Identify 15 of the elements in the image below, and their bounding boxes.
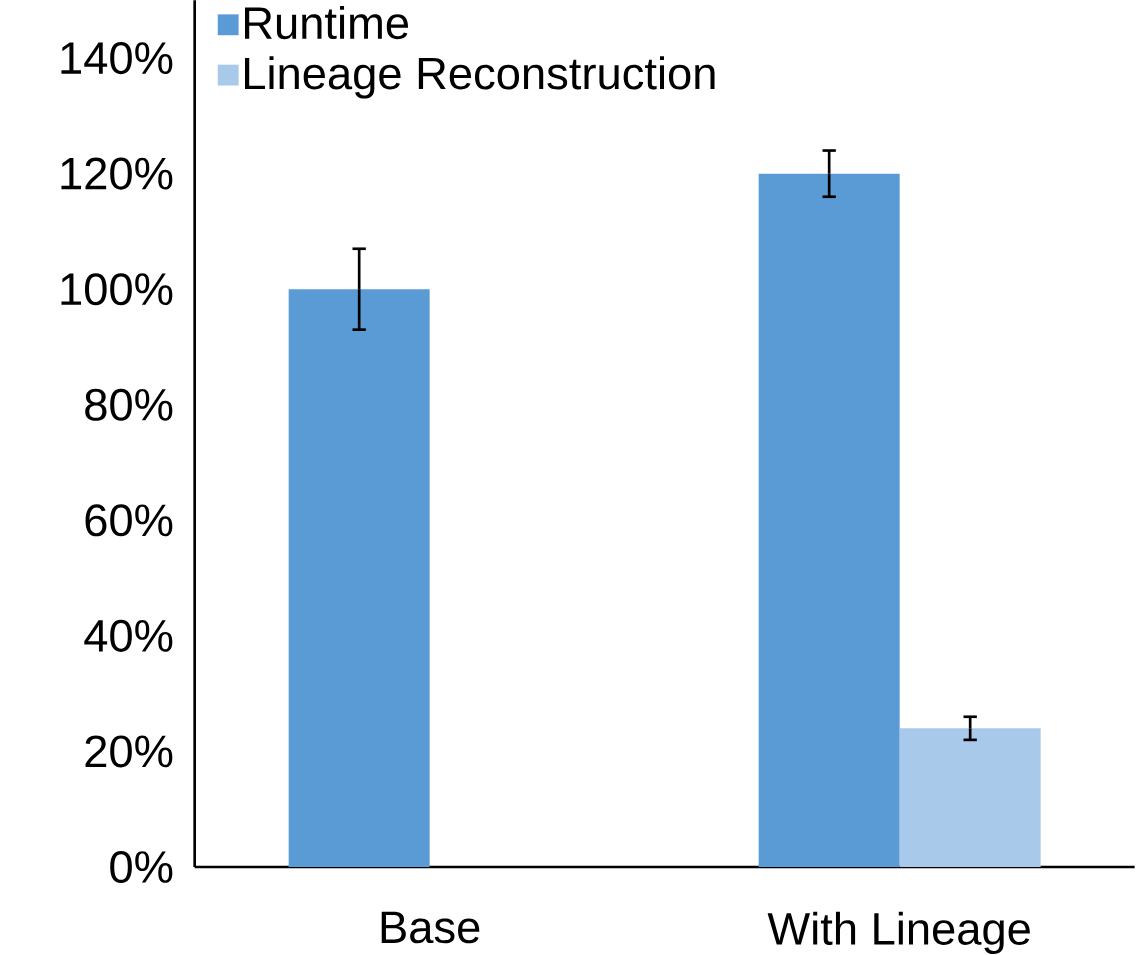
x-tick-label: With Lineage — [767, 911, 1030, 954]
legend-label: Runtime — [245, 5, 409, 40]
bar — [288, 289, 430, 867]
y-tick-label: 60% — [85, 504, 173, 537]
y-tick-label: 20% — [85, 735, 173, 768]
legend-label: Lineage Reconstruction — [245, 56, 715, 99]
y-tick-label: 140% — [61, 42, 173, 75]
y-tick-label: 40% — [84, 619, 173, 652]
x-tick-label: Base — [381, 911, 480, 944]
y-tick-label: 120% — [61, 157, 173, 190]
y-tick-label: 100% — [61, 273, 173, 306]
bar — [758, 173, 900, 867]
bar — [899, 728, 1041, 867]
y-tick-label: 0% — [110, 850, 173, 884]
y-tick-label: 80% — [85, 388, 173, 421]
